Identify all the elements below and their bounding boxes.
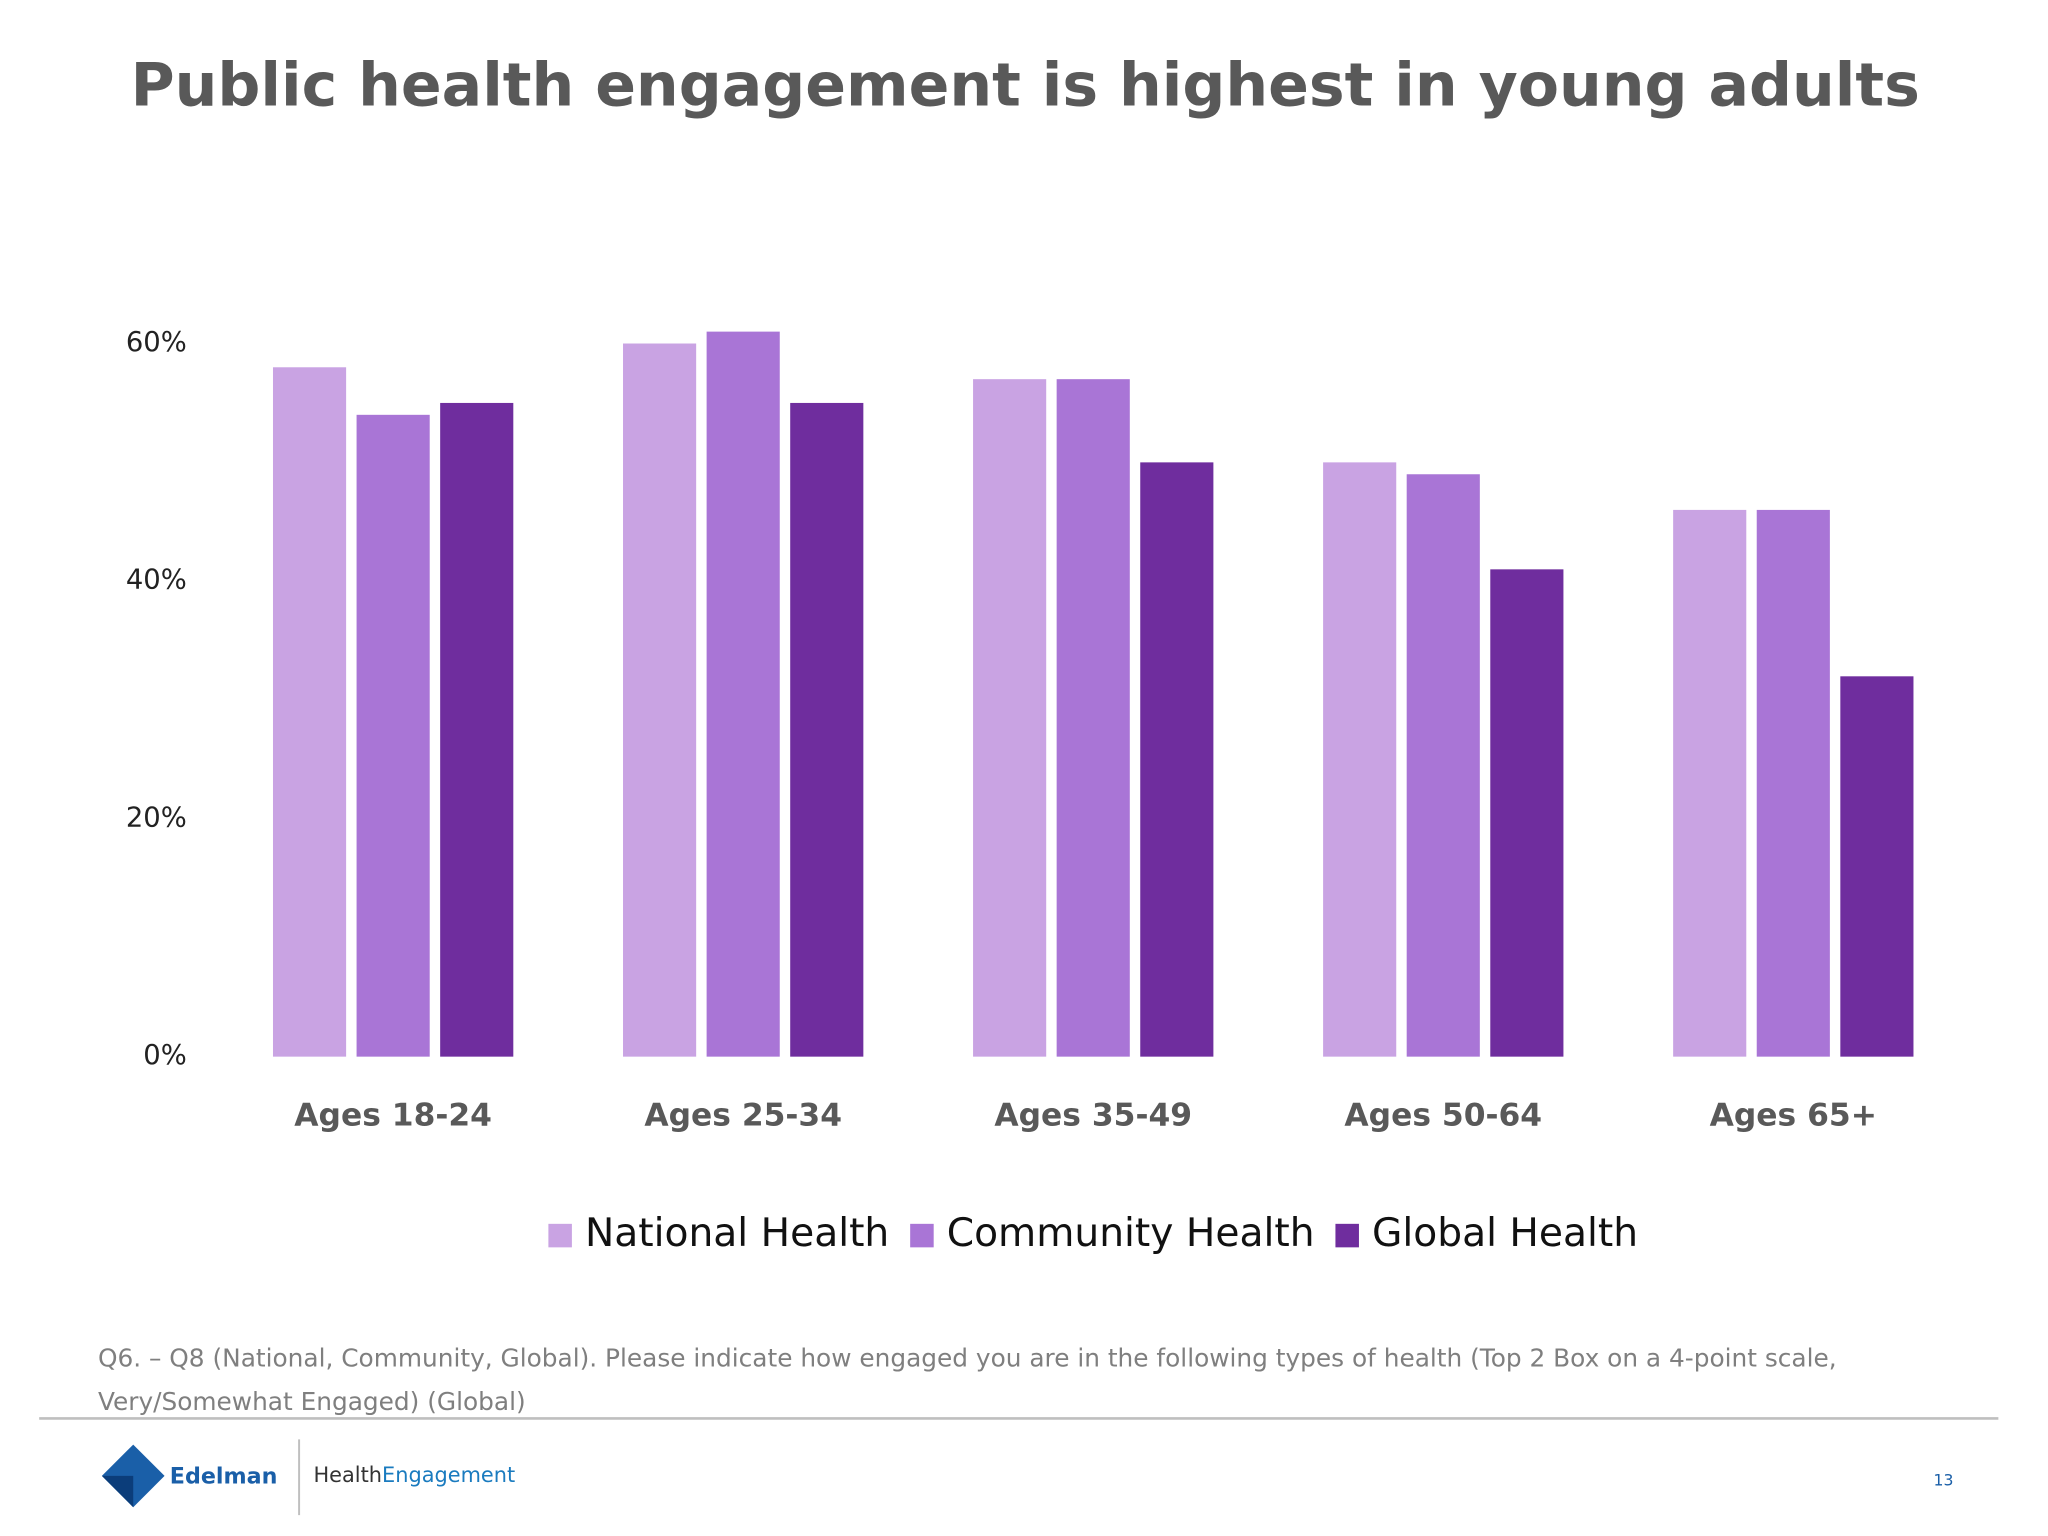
- bar: [1490, 569, 1564, 1057]
- y-tick-label: 0%: [143, 1040, 186, 1071]
- footnote: Q6. – Q8 (National, Community, Global). …: [98, 1344, 1837, 1373]
- x-tick-label: Ages 25-34: [644, 1098, 842, 1134]
- y-tick-label: 40%: [126, 565, 187, 596]
- bar: [1840, 676, 1914, 1057]
- legend-swatch: [1335, 1223, 1359, 1248]
- x-tick-label: Ages 18-24: [294, 1098, 492, 1134]
- legend-swatch: [910, 1223, 934, 1248]
- legend: National Health Community Health Global He…: [548, 1211, 1638, 1256]
- y-tick-label: 20%: [126, 802, 187, 833]
- chart-title: Public health engagement is highest in y…: [131, 50, 1920, 120]
- page-number: 13: [1934, 1471, 1954, 1490]
- bar: [356, 414, 430, 1057]
- legend-label: Global Health: [1372, 1211, 1638, 1256]
- bar: [973, 379, 1047, 1057]
- bar: [1140, 462, 1214, 1057]
- footnote: Very/Somewhat Engaged) (Global): [98, 1387, 526, 1416]
- bar: [1056, 379, 1130, 1057]
- legend-label: National Health: [585, 1211, 889, 1256]
- x-tick-label: Ages 65+: [1710, 1098, 1877, 1134]
- brand-part: Health: [313, 1463, 382, 1487]
- bar: [706, 331, 780, 1057]
- bar: [1323, 462, 1397, 1057]
- bar: [440, 402, 514, 1057]
- bar: [272, 367, 347, 1057]
- bar: [1756, 509, 1830, 1057]
- legend-label: Community Health: [947, 1211, 1315, 1256]
- bar: [623, 343, 697, 1057]
- bar: [790, 402, 864, 1057]
- brand-part: Engagement: [382, 1463, 515, 1487]
- legend-swatch: [548, 1223, 572, 1248]
- bar: [1406, 474, 1480, 1057]
- logo-mark: [101, 1475, 134, 1508]
- x-tick-label: Ages 50-64: [1344, 1098, 1542, 1134]
- brand: HealthEngagement: [313, 1463, 515, 1487]
- y-tick-label: 60%: [126, 327, 187, 358]
- bar: [1673, 509, 1747, 1057]
- x-tick-label: Ages 35-49: [994, 1098, 1192, 1134]
- plot: 0% 20% 40% 60% Ages 18-24 Ages 25-34 Ages 35-4…: [126, 327, 1914, 1134]
- logo-text: Edelman: [170, 1464, 278, 1490]
